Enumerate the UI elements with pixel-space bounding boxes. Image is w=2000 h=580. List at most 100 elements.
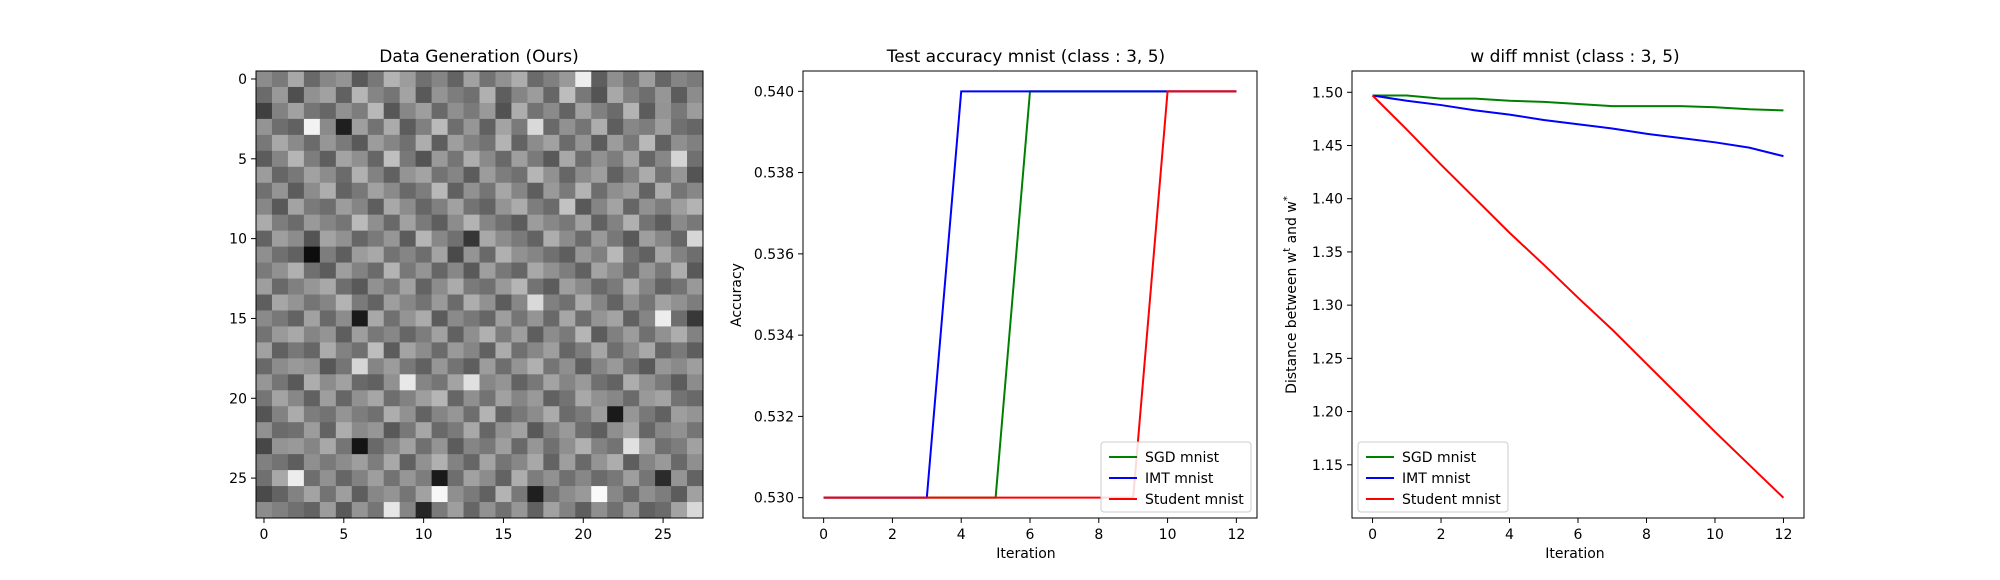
heatmap-cell: [463, 358, 480, 375]
heatmap-cell: [655, 438, 672, 455]
heatmap-cell: [256, 214, 273, 232]
heatmap-cell: [319, 198, 337, 216]
heatmap-cell: [351, 262, 369, 280]
heatmap-cell: [591, 470, 608, 487]
heatmap-cell: [447, 342, 465, 359]
heatmap-cell: [495, 150, 512, 168]
heatmap-cell: [463, 390, 480, 407]
heatmap-cell: [463, 406, 480, 423]
heatmap-cell: [303, 358, 321, 375]
heatmap-cell: [559, 198, 576, 216]
heatmap-cell: [319, 502, 337, 519]
heatmap-cell: [655, 470, 672, 487]
heatmap-cell: [287, 502, 305, 519]
heatmap-cell: [671, 71, 688, 88]
heatmap-cell: [623, 198, 640, 216]
legend-box: [1357, 441, 1509, 513]
heatmap-cell: [559, 118, 576, 136]
heatmap-cell: [271, 246, 289, 264]
heatmap-cell: [399, 262, 417, 280]
heatmap-cell: [575, 278, 592, 295]
heatmap-cell: [495, 102, 512, 120]
heatmap-cell: [303, 246, 321, 264]
ytick-label: 1.20: [1312, 405, 1343, 421]
heatmap-cell: [367, 294, 385, 311]
accuracy-ylabel: Accuracy: [729, 263, 745, 327]
heatmap-cell: [335, 118, 353, 136]
heatmap-title: Data Generation (Ours): [379, 47, 579, 67]
heatmap-panel: Data Generation (Ours) 0 5 10 15 20 25 0 5 10 15 2…: [229, 47, 704, 543]
heatmap-cell: [543, 278, 560, 295]
heatmap-cell: [655, 278, 672, 295]
heatmap-cell: [431, 406, 449, 423]
ytick-label: 1.50: [1312, 85, 1343, 101]
heatmap-cell: [575, 422, 592, 439]
heatmap-cell: [591, 71, 608, 88]
heatmap-cell: [527, 102, 544, 120]
heatmap-cell: [655, 422, 672, 439]
heatmap-cell: [303, 102, 321, 120]
heatmap-cell: [607, 230, 624, 248]
heatmap-cell: [415, 134, 433, 152]
heatmap-cell: [511, 294, 528, 311]
heatmap-cell: [447, 374, 465, 391]
heatmap-cell: [447, 390, 465, 407]
heatmap-cell: [415, 246, 433, 264]
heatmap-cell: [687, 86, 704, 104]
heatmap-cell: [495, 326, 512, 343]
heatmap-cell: [399, 454, 417, 471]
heatmap-cell: [271, 134, 289, 152]
heatmap-cell: [335, 342, 353, 359]
heatmap-cell: [655, 71, 672, 88]
accuracy-panel: Test accuracy mnist (class : 3, 5) 0 2 4 6 8…: [729, 47, 1258, 562]
heatmap-cell: [591, 406, 608, 423]
heatmap-cell: [527, 406, 544, 423]
heatmap-cell: [671, 198, 688, 216]
heatmap-cell: [256, 422, 273, 439]
heatmap-cell: [367, 374, 385, 391]
heatmap-cell: [351, 374, 369, 391]
heatmap-cell: [271, 294, 289, 311]
heatmap-cell: [655, 246, 672, 264]
heatmap-cell: [479, 198, 496, 216]
heatmap-cell: [639, 182, 656, 200]
heatmap-cell: [447, 198, 465, 216]
heatmap-cell: [415, 230, 433, 248]
xtick-label: 6: [1574, 527, 1583, 543]
xtick-label: 8: [1094, 527, 1103, 543]
heatmap-cell: [527, 230, 544, 248]
heatmap-cell: [415, 214, 433, 232]
heatmap-cell: [399, 118, 417, 136]
wdiff-xlabel: Iteration: [1545, 546, 1604, 562]
heatmap-cell: [543, 118, 560, 136]
xtick-label: 0: [1368, 527, 1377, 543]
ytick-label: 0.534: [754, 328, 794, 344]
heatmap-cell: [431, 118, 449, 136]
heatmap-cell: [607, 246, 624, 264]
series-line-imt-mnist: [1372, 94, 1784, 158]
heatmap-cell: [543, 166, 560, 184]
heatmap-cell: [479, 486, 496, 503]
heatmap-cell: [655, 198, 672, 216]
heatmap-cell: [351, 102, 369, 120]
heatmap-cell: [287, 470, 305, 487]
heatmap-cell: [351, 278, 369, 295]
heatmap-cell: [559, 86, 576, 104]
heatmap-cell: [303, 278, 321, 295]
heatmap-cell: [479, 118, 496, 136]
heatmap-cell: [527, 182, 544, 200]
heatmap-cell: [623, 214, 640, 232]
heatmap-cell: [559, 150, 576, 168]
heatmap-cell: [415, 326, 433, 343]
heatmap-cell: [527, 422, 544, 439]
heatmap-cell: [639, 198, 656, 216]
heatmap-cell: [511, 278, 528, 295]
heatmap-cell: [463, 230, 480, 248]
xtick-label: 12: [1775, 527, 1793, 543]
heatmap-cell: [543, 390, 560, 407]
heatmap-cell: [463, 182, 480, 200]
heatmap-cell: [607, 71, 624, 88]
heatmap-cell: [351, 326, 369, 343]
series-line-sgd-mnist: [823, 90, 1237, 499]
heatmap-cell: [383, 230, 401, 248]
